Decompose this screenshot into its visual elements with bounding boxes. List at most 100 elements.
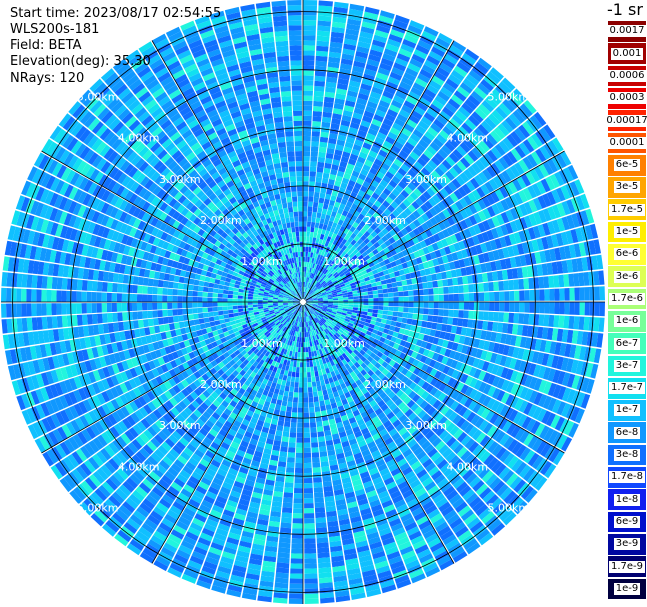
range-gate-cell <box>379 204 387 212</box>
range-gate-cell <box>338 270 344 276</box>
range-gate-cell <box>351 312 358 316</box>
range-gate-cell <box>267 469 277 476</box>
range-gate-cell <box>491 400 501 412</box>
range-gate-cell <box>317 297 323 300</box>
range-gate-cell <box>368 96 380 105</box>
range-gate-cell <box>309 331 313 337</box>
range-gate-cell <box>229 380 237 389</box>
range-gate-cell <box>335 384 342 392</box>
range-gate-cell <box>442 365 451 375</box>
range-gate-cell <box>282 320 288 326</box>
range-gate-cell <box>428 419 438 430</box>
range-gate-cell <box>374 481 385 490</box>
range-gate-cell <box>260 314 266 319</box>
range-gate-cell <box>263 367 269 374</box>
range-gate-cell <box>294 320 297 326</box>
range-gate-cell <box>320 131 329 138</box>
range-gate-cell <box>442 126 454 137</box>
range-gate-cell <box>408 91 421 101</box>
range-gate-cell <box>262 361 268 368</box>
range-gate-cell <box>336 373 342 380</box>
range-gate-cell <box>547 368 556 382</box>
range-gate-cell <box>195 418 205 428</box>
range-gate-cell <box>217 361 225 369</box>
range-gate-cell <box>455 200 464 211</box>
range-gate-cell <box>265 540 278 548</box>
range-gate-cell <box>79 415 90 428</box>
range-gate-cell <box>391 145 401 154</box>
range-gate-cell <box>373 273 380 279</box>
range-gate-cell <box>347 243 354 250</box>
range-gate-cell <box>551 328 559 341</box>
range-gate-cell <box>490 146 502 159</box>
range-gate-cell <box>385 481 397 491</box>
range-gate-cell <box>311 313 316 319</box>
range-gate-cell <box>511 268 519 279</box>
range-gate-cell <box>463 138 475 150</box>
range-gate-cell <box>420 153 431 163</box>
range-gate-cell <box>252 412 260 420</box>
range-gate-cell <box>289 306 294 309</box>
range-gate-cell <box>267 318 273 323</box>
range-gate-cell <box>313 201 319 208</box>
range-gate-cell <box>309 290 314 295</box>
range-gate-cell <box>412 393 421 403</box>
range-gate-cell <box>266 474 276 481</box>
range-gate-cell <box>458 240 466 250</box>
range-gate-cell <box>344 424 352 431</box>
range-gate-cell <box>477 359 485 370</box>
range-gate-cell <box>507 246 515 257</box>
range-gate-cell <box>295 447 303 453</box>
range-gate-cell <box>304 593 319 599</box>
range-gate-cell <box>373 555 387 565</box>
range-gate-cell <box>455 211 464 222</box>
range-gate-cell <box>249 352 256 359</box>
range-gate-cell <box>431 273 438 281</box>
range-gate-cell <box>533 378 543 391</box>
range-gate-cell <box>324 490 334 498</box>
range-gate-cell <box>456 481 468 493</box>
range-gate-cell <box>341 177 350 185</box>
range-gate-cell <box>328 393 335 400</box>
range-gate-cell <box>459 208 469 219</box>
range-gate-cell <box>381 368 390 376</box>
range-gate-cell <box>373 325 380 331</box>
range-gate-cell <box>378 527 392 537</box>
range-gate-cell <box>462 469 474 481</box>
range-gate-cell <box>458 285 464 293</box>
range-gate-cell <box>256 363 262 370</box>
range-gate-cell <box>318 327 323 333</box>
range-gate-cell <box>397 458 408 468</box>
range-gate-cell <box>230 463 240 472</box>
range-gate-cell <box>172 417 182 427</box>
range-gate-cell <box>92 382 101 395</box>
range-gate-cell <box>437 148 449 159</box>
range-gate-cell <box>360 257 367 264</box>
range-gate-cell <box>481 231 490 242</box>
range-gate-cell <box>333 438 341 445</box>
range-gate-cell <box>336 260 342 267</box>
range-gate-cell <box>324 96 335 103</box>
range-gate-cell <box>287 317 292 323</box>
range-gate-cell <box>358 383 366 391</box>
range-gate-cell <box>315 416 322 423</box>
range-gate-cell <box>401 347 409 354</box>
range-gate-cell <box>46 415 57 430</box>
range-gate-cell <box>294 305 300 309</box>
range-gate-cell <box>271 418 278 426</box>
range-gate-cell <box>310 422 317 428</box>
range-gate-cell <box>218 333 225 339</box>
range-gate-cell <box>294 304 299 308</box>
range-gate-cell <box>270 314 277 318</box>
range-gate-cell <box>463 302 470 310</box>
range-gate-cell <box>502 137 514 150</box>
range-gate-cell <box>236 353 244 360</box>
range-gate-cell <box>224 396 232 404</box>
range-gate-cell <box>256 403 264 411</box>
range-gate-cell <box>357 358 364 366</box>
range-gate-cell <box>373 294 379 298</box>
range-gate-cell <box>321 208 328 215</box>
range-gate-cell <box>525 171 536 185</box>
range-gate-cell <box>312 298 318 301</box>
range-gate-cell <box>305 311 307 317</box>
